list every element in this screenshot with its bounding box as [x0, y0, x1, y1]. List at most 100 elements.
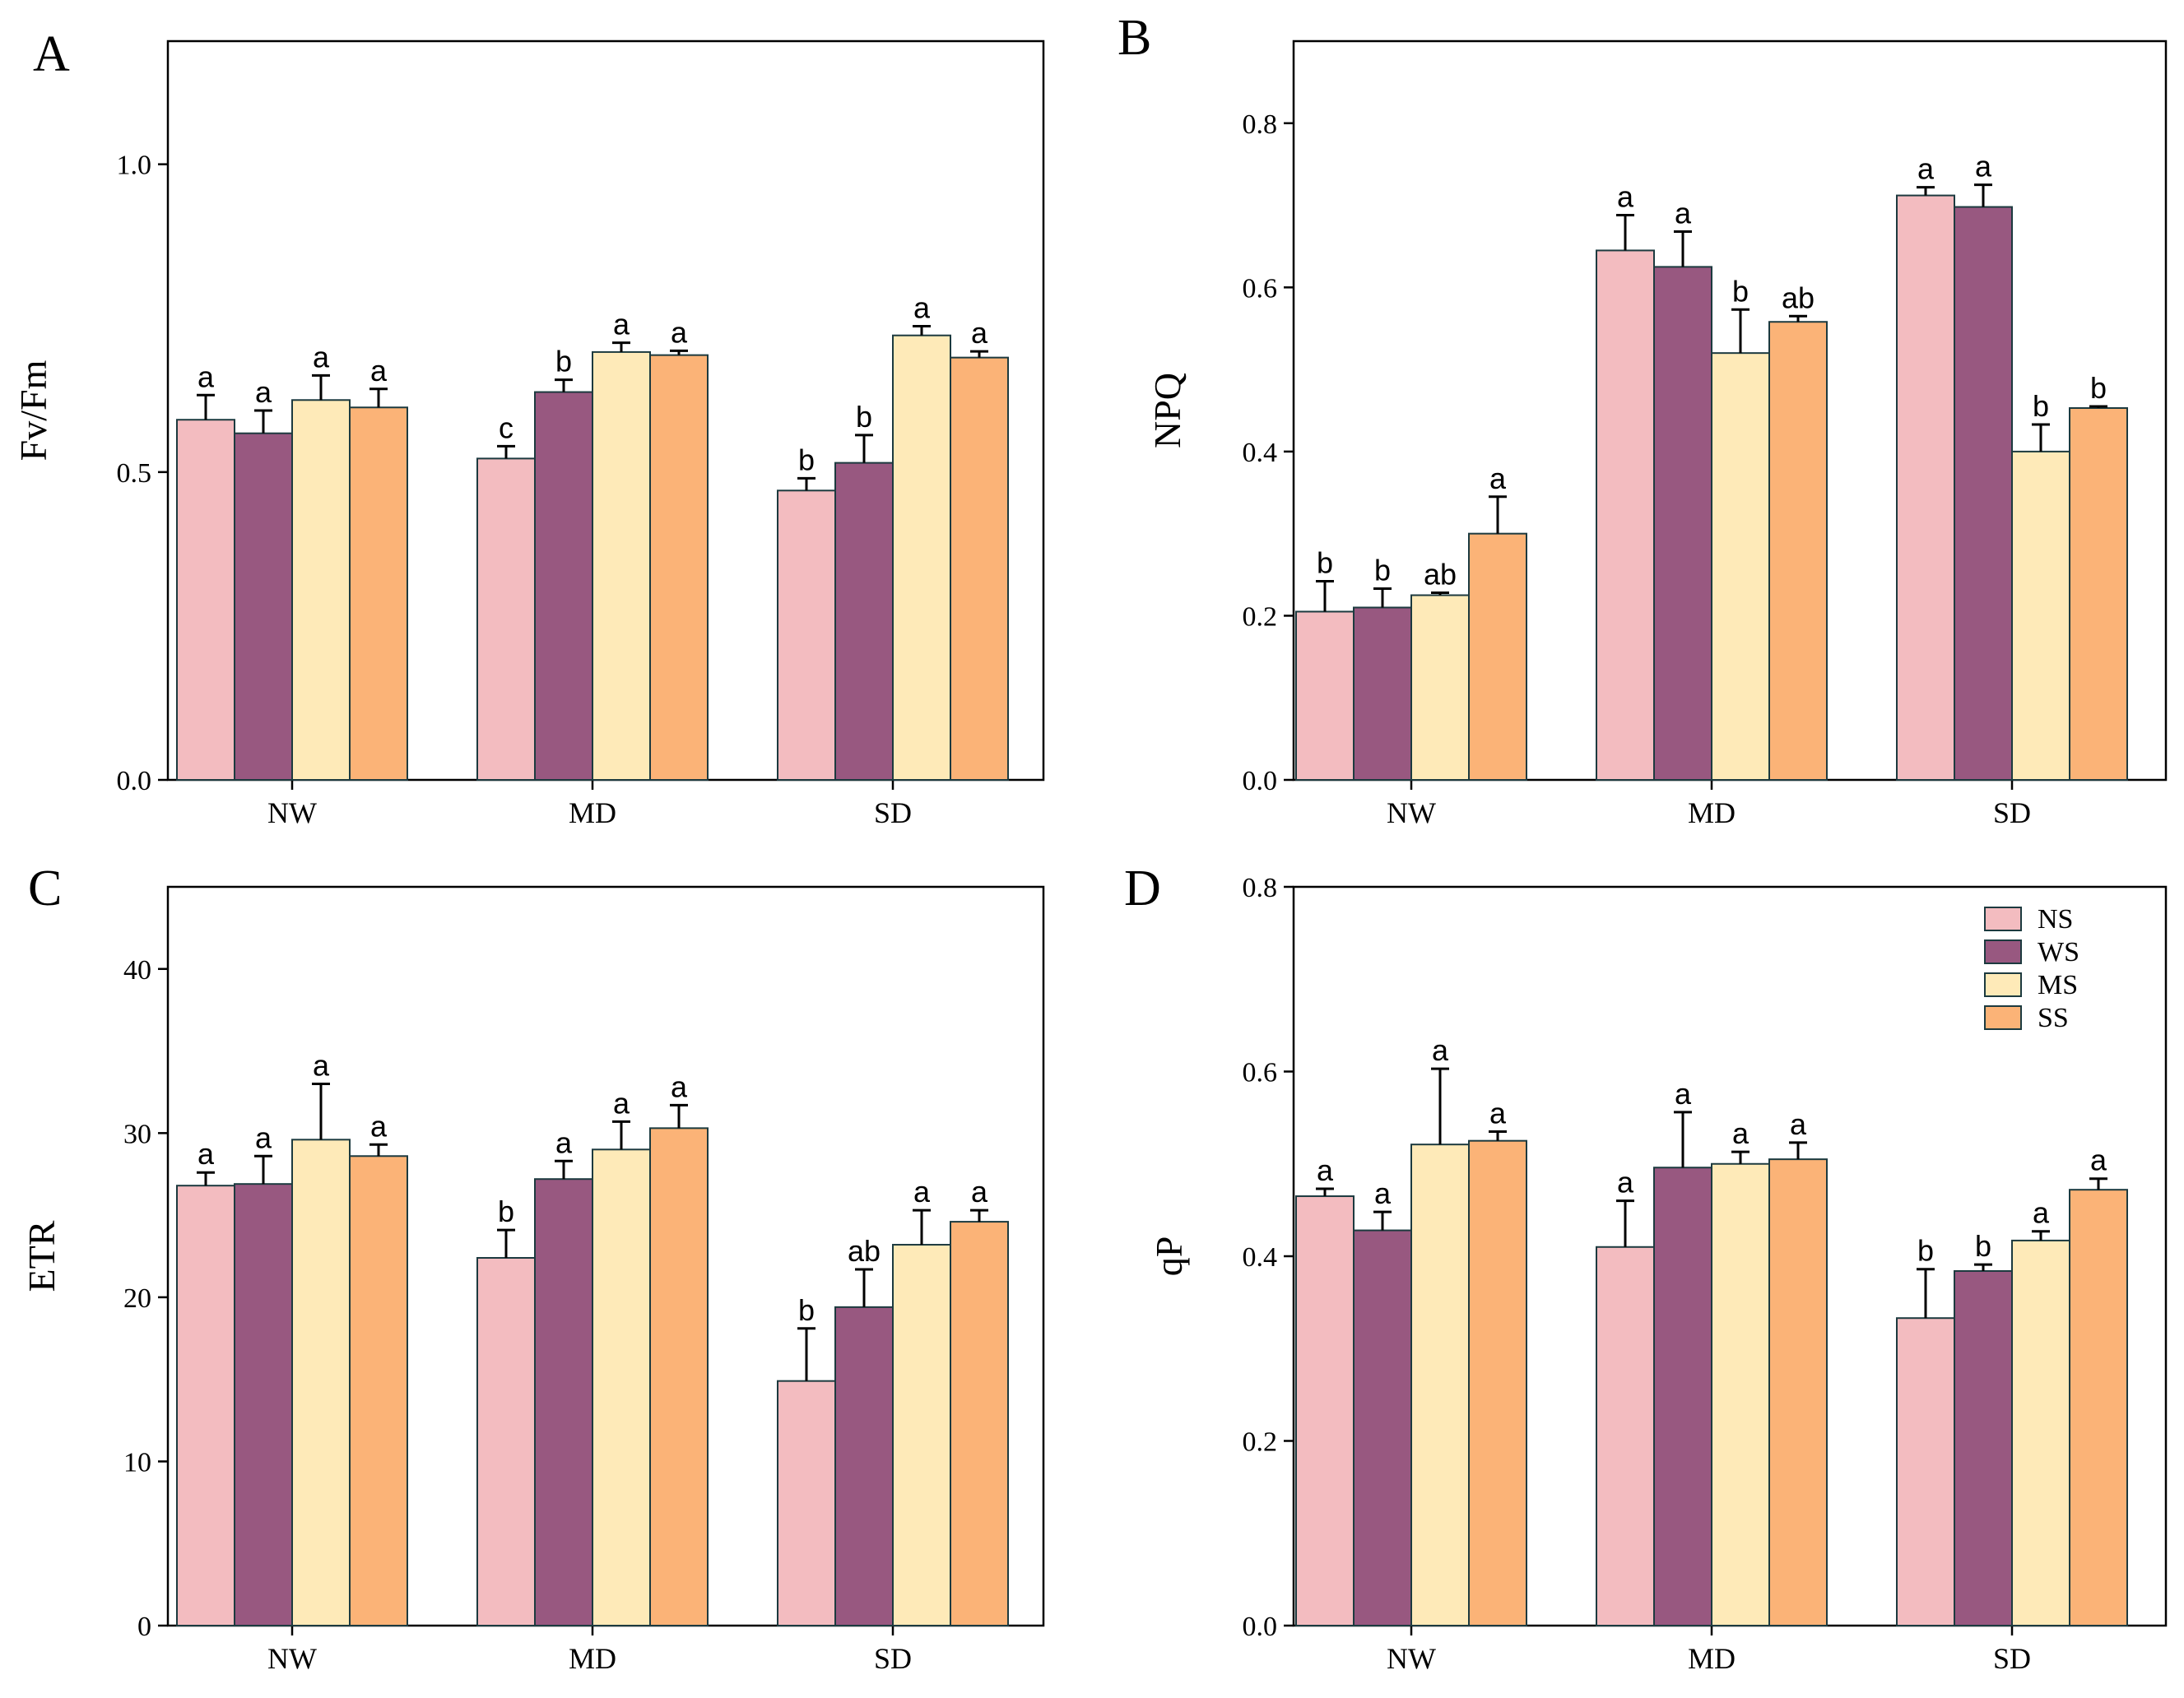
panel-d-bar-nw-ns	[1295, 1195, 1355, 1626]
panel-b-bar-md-ws	[1653, 266, 1712, 781]
panel-d-significance-label: a	[1790, 1107, 1807, 1141]
panel-c-significance-label: a	[370, 1109, 388, 1143]
panel-c-bar-sd-ss	[950, 1221, 1009, 1627]
panel-c-bar-md-ns	[476, 1256, 536, 1627]
panel-d-significance-label: a	[2033, 1196, 2050, 1230]
panel-c-bar-sd-ns	[777, 1380, 836, 1626]
panel-b-letter: B	[1118, 10, 1151, 66]
legend-label-ns: NS	[2038, 904, 2073, 935]
panel-a-significance-label: a	[197, 360, 215, 393]
legend-label-ws: WS	[2038, 937, 2079, 967]
panel-a-bar-sd-ss	[950, 356, 1009, 782]
panel-a-category-label: SD	[874, 796, 912, 829]
panel-d-significance-label: a	[1489, 1096, 1507, 1130]
panel-c-bar-nw-ws	[234, 1183, 293, 1626]
panel-a-category-label: MD	[569, 796, 616, 829]
panel-c-y-tick-label: 0	[137, 1612, 151, 1642]
panel-c-bar-sd-ms	[892, 1244, 951, 1627]
panel-d-bar-md-ms	[1711, 1162, 1770, 1626]
panel-b-category-label: SD	[1993, 796, 2031, 829]
panel-c-significance-label: b	[798, 1293, 815, 1327]
panel-c-y-axis-label: ETR	[21, 1220, 63, 1292]
panel-c-significance-label: a	[671, 1069, 688, 1103]
panel-d-y-tick-label: 0.4	[1243, 1242, 1278, 1273]
panel-d-bar-nw-ms	[1410, 1144, 1470, 1626]
panel-d-bar-sd-ms	[2011, 1239, 2070, 1626]
panel-b-bar-sd-ms	[2011, 450, 2070, 782]
panel-c-bar-nw-ss	[349, 1155, 408, 1626]
panel-d-significance-label: a	[1617, 1166, 1634, 1199]
panel-a-bar-sd-ms	[892, 334, 951, 782]
panel-d-significance-label: a	[1732, 1116, 1750, 1150]
panel-d-y-tick-label: 0.8	[1243, 873, 1278, 903]
panel-d-significance-label: a	[1675, 1077, 1692, 1111]
panel-c-significance-label: a	[613, 1086, 630, 1120]
panel-a-significance-label: b	[856, 400, 872, 434]
panel-b-y-tick-label: 0.0	[1243, 766, 1278, 796]
panel-c-significance-label: a	[197, 1137, 215, 1171]
panel-a-bar-nw-ms	[291, 399, 351, 781]
panel-b-bar-nw-ns	[1295, 610, 1355, 782]
panel-b-significance-label: a	[1975, 150, 1992, 183]
panel-d-bar-md-ss	[1768, 1158, 1828, 1626]
panel-a-bar-md-ss	[649, 354, 709, 781]
panel-b-bar-nw-ws	[1353, 606, 1412, 782]
panel-c-bar-nw-ms	[291, 1139, 351, 1626]
panel-c-significance-label: b	[498, 1195, 514, 1228]
panel-b-significance-label: b	[2090, 371, 2107, 405]
panel-c-significance-label: a	[913, 1175, 931, 1209]
panel-b-y-ticks: 0.0 0.2 0.4 0.6 0.8	[1243, 109, 1294, 796]
panel-a-x-ticks: NW MD SD	[267, 780, 912, 829]
panel-b-bar-nw-ss	[1468, 532, 1527, 782]
legend-label-ms: MS	[2038, 970, 2078, 1000]
panel-c-category-label: NW	[267, 1642, 317, 1675]
panel-b-significance-label: ab	[1424, 558, 1457, 592]
legend-swatch-ns	[1984, 907, 2022, 931]
panel-d-y-tick-label: 0.2	[1243, 1427, 1278, 1458]
panel-c-category-label: SD	[874, 1642, 912, 1675]
panel-b-significance-label: b	[1317, 546, 1333, 580]
panel-a-y-tick-label: 0.5	[117, 458, 152, 489]
panel-d-bar-sd-ns	[1896, 1317, 1955, 1627]
panel-c-letter: C	[28, 861, 62, 916]
panel-a-category-label: NW	[267, 796, 317, 829]
panel-b-y-tick-label: 0.8	[1243, 109, 1278, 140]
panel-a-y-ticks: 0.0 0.5 1.0	[117, 151, 168, 796]
legend-swatch-ms	[1984, 972, 2022, 997]
panel-b-significance-label: ab	[1782, 281, 1815, 314]
panel-c-y-ticks: 0 10 20 30 40	[123, 955, 168, 1642]
panel-a-bar-md-ns	[476, 457, 536, 781]
panel-d-significance-label: a	[1432, 1033, 1449, 1067]
panel-a-significance-label: a	[971, 316, 988, 350]
panel-b-x-ticks: NW MD SD	[1387, 780, 2031, 829]
panel-d-category-label: NW	[1387, 1642, 1436, 1675]
panel-b-y-tick-label: 0.2	[1243, 601, 1278, 632]
panel-b-y-tick-label: 0.4	[1243, 438, 1278, 468]
panel-d-x-ticks: NW MD SD	[1387, 1626, 2031, 1675]
panel-a-bar-md-ms	[592, 350, 651, 781]
panel-c-y-tick-label: 30	[123, 1119, 151, 1149]
panel-b-significance-label: a	[1675, 196, 1692, 230]
panel-d-y-axis-label: qP	[1148, 1236, 1190, 1277]
panel-a-bar-nw-ss	[349, 406, 408, 781]
panel-d-significance-label: a	[1317, 1153, 1334, 1187]
panel-b-significance-label: a	[1489, 462, 1507, 495]
panel-b-y-tick-label: 0.6	[1243, 273, 1278, 304]
panel-a-bar-sd-ws	[834, 462, 894, 781]
panel-c-y-tick-label: 10	[123, 1447, 151, 1478]
panel-c-significance-label: a	[313, 1048, 330, 1082]
panel-a-significance-label: b	[555, 345, 572, 378]
panel-c-bar-md-ms	[592, 1148, 651, 1627]
panel-d-significance-label: b	[1917, 1234, 1934, 1268]
panel-d-bar-sd-ws	[1954, 1269, 2013, 1626]
panel-c-y-tick-label: 40	[123, 955, 151, 986]
panel-d-bar-sd-ss	[2069, 1189, 2128, 1627]
panel-b-bar-md-ms	[1711, 352, 1770, 781]
panel-a-significance-label: a	[613, 308, 630, 341]
panel-a: A Fv/Fm 0.0 0.5 1.0 NW MD SD a a a a c b a a b b a a	[12, 26, 1045, 829]
panel-c-bar-nw-ns	[176, 1185, 235, 1627]
